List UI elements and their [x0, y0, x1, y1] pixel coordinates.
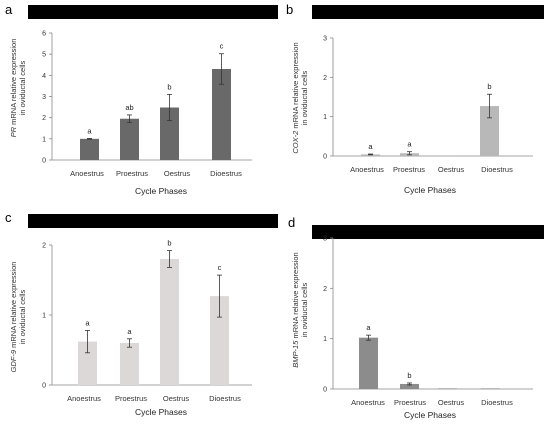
y-axis-gene-name: GDF-9 [9, 349, 18, 372]
bar-anoestrus [359, 338, 378, 389]
significance-letter: b [487, 82, 491, 91]
y-axis-title: PR mRNA relative expressionin oviductal … [9, 39, 27, 138]
bar-oestrus [438, 388, 457, 389]
panel-header-bar [312, 225, 544, 239]
significance-letter: c [220, 42, 224, 51]
y-axis-title-line1: BMP-15 mRNA relative expression [291, 252, 300, 367]
significance-letter: a [368, 142, 373, 151]
x-category-label: Oestrus [438, 165, 465, 174]
y-axis-title: COX-2 mRNA relative expressionin oviduct… [291, 42, 309, 153]
bar-proestrus [120, 343, 139, 385]
y-tick-label: 1 [42, 136, 46, 143]
x-category-label: Anoestrus [70, 169, 104, 178]
significance-letter: c [218, 263, 222, 272]
panel-letter: a [5, 2, 13, 17]
x-category-label: Proestrus [116, 169, 148, 178]
y-axis-title: BMP-15 mRNA relative expressionin oviduc… [291, 252, 309, 367]
x-category-label: Dioestrus [481, 398, 513, 407]
panel-letter: b [286, 2, 293, 17]
y-axis-title-line2: in oviductal cells [300, 70, 309, 125]
x-axis-title: Cycle Phases [404, 410, 456, 420]
x-category-label: Anoestrus [350, 165, 384, 174]
x-axis-title: Cycle Phases [135, 186, 187, 196]
y-axis-title-line2: in oviductal cells [18, 289, 27, 344]
y-tick-label: 2 [42, 115, 46, 122]
x-axis-title: Cycle Phases [135, 407, 187, 417]
y-tick-label: 3 [42, 94, 46, 101]
x-category-label: Proestrus [115, 394, 147, 403]
x-category-label: Proestrus [393, 165, 425, 174]
y-tick-label: 0 [323, 154, 327, 161]
y-tick-label: 1 [42, 313, 46, 320]
bar-anoestrus [80, 139, 99, 160]
y-axis-title-rest: mRNA relative expression [291, 252, 300, 340]
y-axis-title-line1: GDF-9 mRNA relative expression [9, 262, 18, 373]
y-tick-label: 3 [323, 236, 327, 243]
significance-letter: a [407, 140, 412, 149]
y-axis-title-rest: mRNA relative expression [9, 262, 18, 350]
significance-letter: b [407, 371, 411, 380]
x-category-label: Oestrus [438, 398, 465, 407]
x-category-label: Anoestrus [67, 394, 101, 403]
y-tick-label: 0 [42, 158, 46, 165]
significance-letter: a [366, 323, 371, 332]
y-axis-gene-name: COX-2 [291, 130, 300, 154]
x-category-label: Oestrus [164, 169, 191, 178]
significance-letter: b [167, 82, 171, 91]
y-tick-label: 2 [42, 243, 46, 250]
y-tick-label: 0 [42, 383, 46, 390]
y-axis-title-rest: mRNA relative expression [9, 39, 18, 127]
y-tick-label: 1 [323, 336, 327, 343]
x-category-label: Dioestrus [209, 394, 241, 403]
panel-header-bar [28, 5, 278, 19]
y-tick-label: 1 [323, 114, 327, 121]
y-tick-label: 3 [323, 36, 327, 43]
x-category-label: Dioestrus [481, 165, 513, 174]
x-category-label: Anoestrus [351, 398, 385, 407]
panel-letter: c [5, 210, 12, 225]
panel-c: c 0 1 2 a Anoestrus a Proestrus b Oestrus c Dioestr… [5, 210, 278, 417]
bar-oestrus [160, 259, 179, 385]
y-axis-title-line2: in oviductal cells [18, 60, 27, 115]
y-tick-label: 2 [323, 75, 327, 82]
y-axis-gene-name: BMP-15 [291, 340, 300, 368]
y-tick-label: 4 [42, 73, 46, 80]
y-tick-label: 0 [323, 387, 327, 394]
significance-letter: a [85, 318, 90, 327]
x-axis-title: Cycle Phases [404, 185, 456, 195]
y-axis-title-line1: PR mRNA relative expression [9, 39, 18, 138]
significance-letter: b [167, 239, 171, 248]
bar-proestrus [120, 119, 139, 160]
panel-b: b 0 1 2 3 a Anoestrus a Proestrus Oestrus b Dioestr… [286, 2, 544, 195]
y-tick-label: 6 [42, 31, 46, 38]
panel-header-bar [312, 5, 544, 19]
y-tick-label: 2 [323, 286, 327, 293]
y-axis-gene-name: PR [9, 126, 18, 137]
y-axis-title-rest: mRNA relative expression [291, 42, 300, 130]
panel-header-bar [28, 214, 278, 228]
significance-letter: a [87, 126, 92, 135]
panel-letter: d [288, 215, 295, 230]
bar-oestrus [438, 155, 457, 156]
significance-letter: a [127, 327, 132, 336]
panel-d: d 0 1 2 3 a Anoestrus b Proestrus Oestrus Dioestru… [288, 215, 544, 420]
bar-dioestrus [481, 388, 500, 389]
x-category-label: Oestrus [163, 394, 190, 403]
panel-a: a 0 1 2 3 4 5 6 a Anoestrus ab Proestrus b Oestrus c Di… [5, 2, 278, 196]
x-category-label: Proestrus [394, 398, 426, 407]
y-tick-label: 5 [42, 52, 46, 59]
x-category-label: Dioestrus [210, 169, 242, 178]
y-axis-title: GDF-9 mRNA relative expressionin oviduct… [9, 262, 27, 373]
y-axis-title-line1: COX-2 mRNA relative expression [291, 42, 300, 153]
y-axis-title-line2: in oviductal cells [300, 282, 309, 337]
significance-letter: ab [125, 103, 133, 112]
